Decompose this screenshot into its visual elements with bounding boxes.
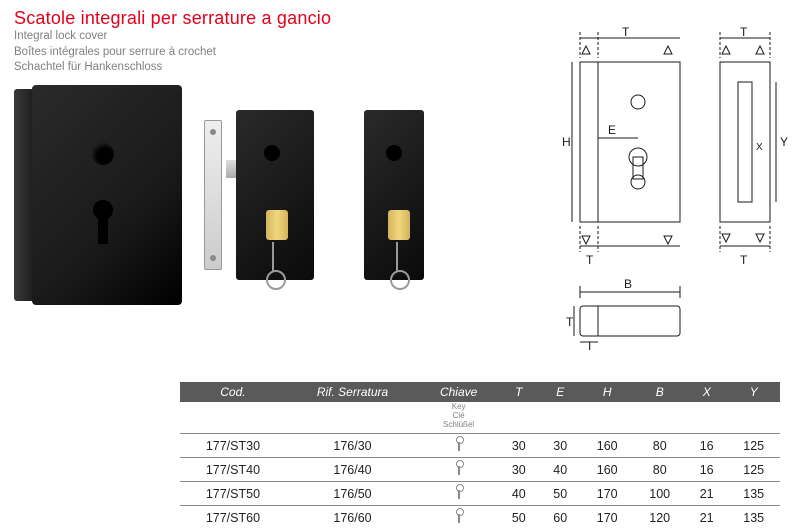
col-cod: Cod.	[180, 382, 286, 402]
cover-box-image	[14, 85, 184, 305]
cell-rif: 176/60	[286, 506, 419, 530]
subcaption-rif	[286, 402, 419, 434]
cell-cod: 177/ST30	[180, 434, 286, 458]
key-icon	[454, 508, 464, 524]
dim-T-side-bottom: T	[740, 253, 748, 267]
cell-H: 160	[581, 434, 634, 458]
cell-E: 30	[540, 434, 581, 458]
cell-rif: 176/40	[286, 458, 419, 482]
cell-X: 16	[686, 458, 727, 482]
cell-cod: 177/ST40	[180, 458, 286, 482]
cell-chiave	[419, 482, 498, 506]
assembly-image-1	[204, 100, 334, 290]
col-Y: Y	[727, 382, 780, 402]
technical-drawings: T H E T T Y	[560, 22, 790, 352]
col-B: B	[633, 382, 686, 402]
cell-chiave	[419, 434, 498, 458]
cell-B: 100	[633, 482, 686, 506]
cell-H: 170	[581, 482, 634, 506]
key-icon	[454, 460, 464, 476]
col-chiave: Chiave	[419, 382, 498, 402]
cell-cod: 177/ST50	[180, 482, 286, 506]
assembly-image-2	[354, 100, 464, 290]
col-E: E	[540, 382, 581, 402]
cell-B: 80	[633, 458, 686, 482]
dim-H: H	[562, 135, 571, 149]
spec-table: Cod. Rif. Serratura Chiave T E H B X Y K…	[180, 382, 780, 529]
cell-chiave	[419, 458, 498, 482]
table-row: 177/ST30 176/30 30 30 160 80 16 125	[180, 434, 780, 458]
subcaption-chiave: Key Clé Schlüßel	[419, 402, 498, 434]
cell-chiave	[419, 506, 498, 530]
dim-E: E	[608, 123, 616, 137]
cell-Y: 125	[727, 458, 780, 482]
table-row: 177/ST50 176/50 40 50 170 100 21 135	[180, 482, 780, 506]
dim-T-left: T	[566, 315, 574, 329]
table-row: 177/ST40 176/40 30 40 160 80 16 125	[180, 458, 780, 482]
col-X: X	[686, 382, 727, 402]
cell-T: 30	[498, 458, 539, 482]
cell-rif: 176/50	[286, 482, 419, 506]
cell-T: 50	[498, 506, 539, 530]
cell-B: 80	[633, 434, 686, 458]
key-icon	[454, 436, 464, 452]
col-T: T	[498, 382, 539, 402]
table-row: 177/ST60 176/60 50 60 170 120 21 135	[180, 506, 780, 530]
col-H: H	[581, 382, 634, 402]
key-icon	[454, 484, 464, 500]
cell-rif: 176/30	[286, 434, 419, 458]
product-images-row	[14, 85, 464, 305]
cell-Y: 135	[727, 482, 780, 506]
dim-T-side-top: T	[740, 25, 748, 39]
cell-X: 16	[686, 434, 727, 458]
cell-T: 40	[498, 482, 539, 506]
cell-B: 120	[633, 506, 686, 530]
cell-H: 170	[581, 506, 634, 530]
cell-cod: 177/ST60	[180, 506, 286, 530]
col-rif: Rif. Serratura	[286, 382, 419, 402]
dim-T-bottom: T	[586, 253, 594, 267]
cell-H: 160	[581, 458, 634, 482]
dim-Y: Y	[780, 135, 788, 149]
cell-Y: 135	[727, 506, 780, 530]
dim-T-under: T	[586, 339, 594, 352]
cell-E: 60	[540, 506, 581, 530]
cell-T: 30	[498, 434, 539, 458]
spec-table-header: Cod. Rif. Serratura Chiave T E H B X Y	[180, 382, 780, 402]
dim-B: B	[624, 277, 632, 291]
cell-X: 21	[686, 506, 727, 530]
cell-E: 40	[540, 458, 581, 482]
subheader-row: Key Clé Schlüßel	[180, 402, 780, 434]
cell-X: 21	[686, 482, 727, 506]
dim-T-top: T	[622, 25, 630, 39]
dim-X: X	[756, 142, 763, 153]
cell-Y: 125	[727, 434, 780, 458]
cell-E: 50	[540, 482, 581, 506]
